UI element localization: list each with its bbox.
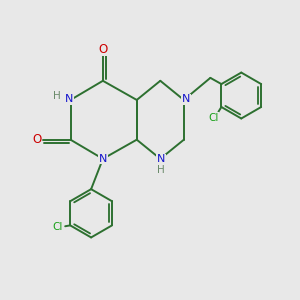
- Text: H: H: [157, 165, 165, 175]
- Text: H: H: [53, 92, 61, 101]
- Text: N: N: [157, 154, 165, 164]
- Text: N: N: [99, 154, 107, 164]
- Text: N: N: [182, 94, 190, 104]
- Text: O: O: [98, 43, 107, 56]
- Text: N: N: [65, 94, 73, 104]
- Text: Cl: Cl: [208, 112, 219, 123]
- Text: Cl: Cl: [52, 222, 63, 232]
- Text: O: O: [32, 133, 41, 146]
